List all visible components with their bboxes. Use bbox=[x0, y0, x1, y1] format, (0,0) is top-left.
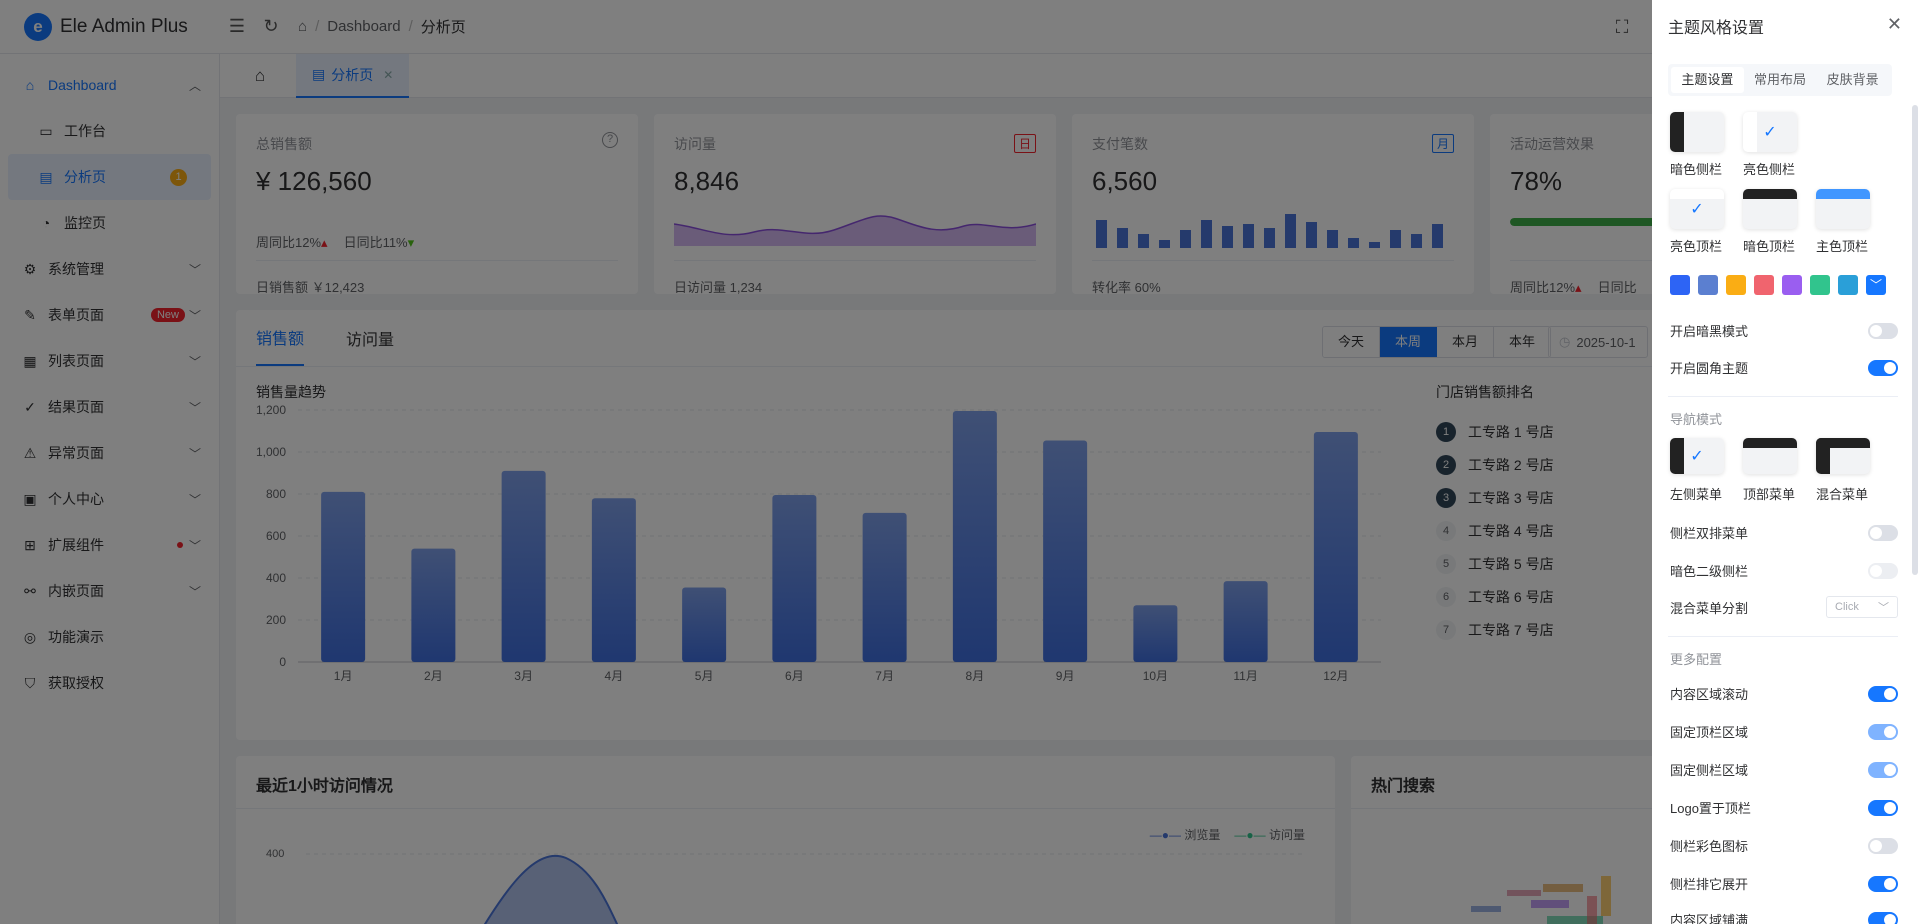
setting-logo-header: Logo置于顶栏 bbox=[1670, 798, 1898, 817]
light-sidebar-option[interactable]: ✓ bbox=[1743, 112, 1797, 152]
logo-header-switch[interactable] bbox=[1868, 799, 1898, 816]
setting-label: 固定顶栏区域 bbox=[1670, 725, 1749, 740]
section-title: 导航模式 bbox=[1670, 412, 1723, 427]
setting-round-theme: 开启圆角主题 bbox=[1670, 358, 1898, 377]
setting-content-full: 内容区域铺满 bbox=[1670, 910, 1898, 924]
thumb-light-side bbox=[1743, 112, 1757, 152]
color-swatch[interactable] bbox=[1698, 275, 1718, 295]
option-label: 暗色侧栏 bbox=[1670, 162, 1723, 177]
setting-label: 暗色二级侧栏 bbox=[1670, 564, 1749, 579]
setting-label: 侧栏彩色图标 bbox=[1670, 839, 1749, 854]
color-swatch[interactable] bbox=[1726, 275, 1746, 295]
setting-label: 内容区域滚动 bbox=[1670, 687, 1749, 702]
setting-label: 开启暗黑模式 bbox=[1670, 324, 1749, 339]
content-full-switch[interactable] bbox=[1868, 911, 1898, 924]
content-scroll-switch[interactable] bbox=[1868, 685, 1898, 702]
setting-label: Logo置于顶栏 bbox=[1670, 801, 1751, 816]
option-label: 主色顶栏 bbox=[1816, 239, 1869, 254]
setting-double-sidebar: 侧栏双排菜单 bbox=[1670, 523, 1898, 542]
setting-label: 开启圆角主题 bbox=[1670, 361, 1749, 376]
color-swatch[interactable] bbox=[1754, 275, 1774, 295]
tab-skin[interactable]: 皮肤背景 bbox=[1826, 72, 1879, 87]
color-swatch[interactable] bbox=[1810, 275, 1830, 295]
setting-dark-mode: 开启暗黑模式 bbox=[1670, 321, 1898, 340]
color-swatch[interactable] bbox=[1782, 275, 1802, 295]
dark-header-option[interactable] bbox=[1743, 189, 1797, 229]
color-swatch[interactable]: ﹀ bbox=[1866, 275, 1886, 295]
thumb-primary-header bbox=[1816, 189, 1870, 199]
drawer-overlay[interactable] bbox=[0, 0, 1652, 924]
unique-open-switch[interactable] bbox=[1868, 875, 1898, 892]
thumb-left-menu bbox=[1670, 438, 1684, 474]
round-theme-switch[interactable] bbox=[1868, 359, 1898, 376]
chevron-down-icon: ﹀ bbox=[1878, 602, 1889, 614]
section-title: 更多配置 bbox=[1670, 652, 1723, 667]
fixed-header-switch[interactable] bbox=[1868, 723, 1898, 740]
thumb-light-header bbox=[1670, 189, 1724, 199]
color-swatch[interactable] bbox=[1838, 275, 1858, 295]
setting-label: 侧栏双排菜单 bbox=[1670, 526, 1749, 541]
select-value: Click bbox=[1835, 601, 1859, 613]
fixed-sidebar-switch[interactable] bbox=[1868, 761, 1898, 778]
setting-unique-open: 侧栏排它展开 bbox=[1670, 874, 1898, 893]
thumb-mix-side bbox=[1816, 438, 1830, 474]
theme-settings-drawer: 主题风格设置 ✕ 主题设置 常用布局 皮肤背景 暗色侧栏 ✓ 亮色侧栏 ✓ 亮色… bbox=[1652, 0, 1920, 924]
option-label: 亮色顶栏 bbox=[1670, 239, 1723, 254]
check-icon: ✓ bbox=[1690, 201, 1704, 218]
nav-mix-option[interactable] bbox=[1816, 438, 1870, 474]
option-label: 左侧菜单 bbox=[1670, 487, 1723, 502]
setting-label: 侧栏排它展开 bbox=[1670, 877, 1749, 892]
setting-color-icons: 侧栏彩色图标 bbox=[1670, 836, 1898, 855]
color-swatch[interactable] bbox=[1670, 275, 1690, 295]
divider bbox=[1668, 636, 1898, 637]
setting-fixed-header: 固定顶栏区域 bbox=[1670, 722, 1898, 741]
drawer-tabs: 主题设置 常用布局 皮肤背景 bbox=[1668, 64, 1892, 96]
setting-label: 混合菜单分割 bbox=[1670, 600, 1749, 616]
drawer-title: 主题风格设置 bbox=[1668, 20, 1765, 37]
setting-dark-submenu: 暗色二级侧栏 bbox=[1670, 561, 1898, 580]
setting-label: 固定侧栏区域 bbox=[1670, 763, 1749, 778]
option-label: 顶部菜单 bbox=[1743, 487, 1796, 502]
light-header-option[interactable]: ✓ bbox=[1670, 189, 1724, 229]
section-nav-mode: 导航模式 bbox=[1670, 409, 1898, 428]
thumb-top-menu bbox=[1743, 438, 1797, 448]
thumb-dark-header bbox=[1743, 189, 1797, 199]
setting-fixed-sidebar: 固定侧栏区域 bbox=[1670, 760, 1898, 779]
tab-theme[interactable]: 主题设置 bbox=[1671, 67, 1744, 93]
check-icon: ✓ bbox=[1763, 124, 1777, 141]
color-icons-switch[interactable] bbox=[1868, 837, 1898, 854]
section-more: 更多配置 bbox=[1670, 649, 1898, 668]
dark-submenu-switch[interactable] bbox=[1868, 562, 1898, 579]
option-label: 混合菜单 bbox=[1816, 487, 1869, 502]
close-icon[interactable]: ✕ bbox=[1886, 14, 1902, 34]
primary-header-option[interactable] bbox=[1816, 189, 1870, 229]
setting-content-scroll: 内容区域滚动 bbox=[1670, 684, 1898, 703]
setting-label: 内容区域铺满 bbox=[1670, 913, 1749, 924]
drawer-scrollbar[interactable] bbox=[1912, 105, 1918, 575]
setting-mix-split: 混合菜单分割 Click ﹀ bbox=[1670, 596, 1898, 618]
option-label: 亮色侧栏 bbox=[1743, 162, 1796, 177]
thumb-dark-side bbox=[1670, 112, 1684, 152]
dark-sidebar-option[interactable] bbox=[1670, 112, 1724, 152]
mix-split-select[interactable]: Click ﹀ bbox=[1826, 596, 1898, 618]
option-label: 暗色顶栏 bbox=[1743, 239, 1796, 254]
nav-top-option[interactable] bbox=[1743, 438, 1797, 474]
tab-layout[interactable]: 常用布局 bbox=[1754, 72, 1807, 87]
divider bbox=[1668, 396, 1898, 397]
dark-mode-switch[interactable] bbox=[1868, 322, 1898, 339]
check-icon: ✓ bbox=[1690, 448, 1704, 465]
thumb-mix-top bbox=[1816, 438, 1870, 448]
nav-left-option[interactable]: ✓ bbox=[1670, 438, 1724, 474]
double-sidebar-switch[interactable] bbox=[1868, 524, 1898, 541]
